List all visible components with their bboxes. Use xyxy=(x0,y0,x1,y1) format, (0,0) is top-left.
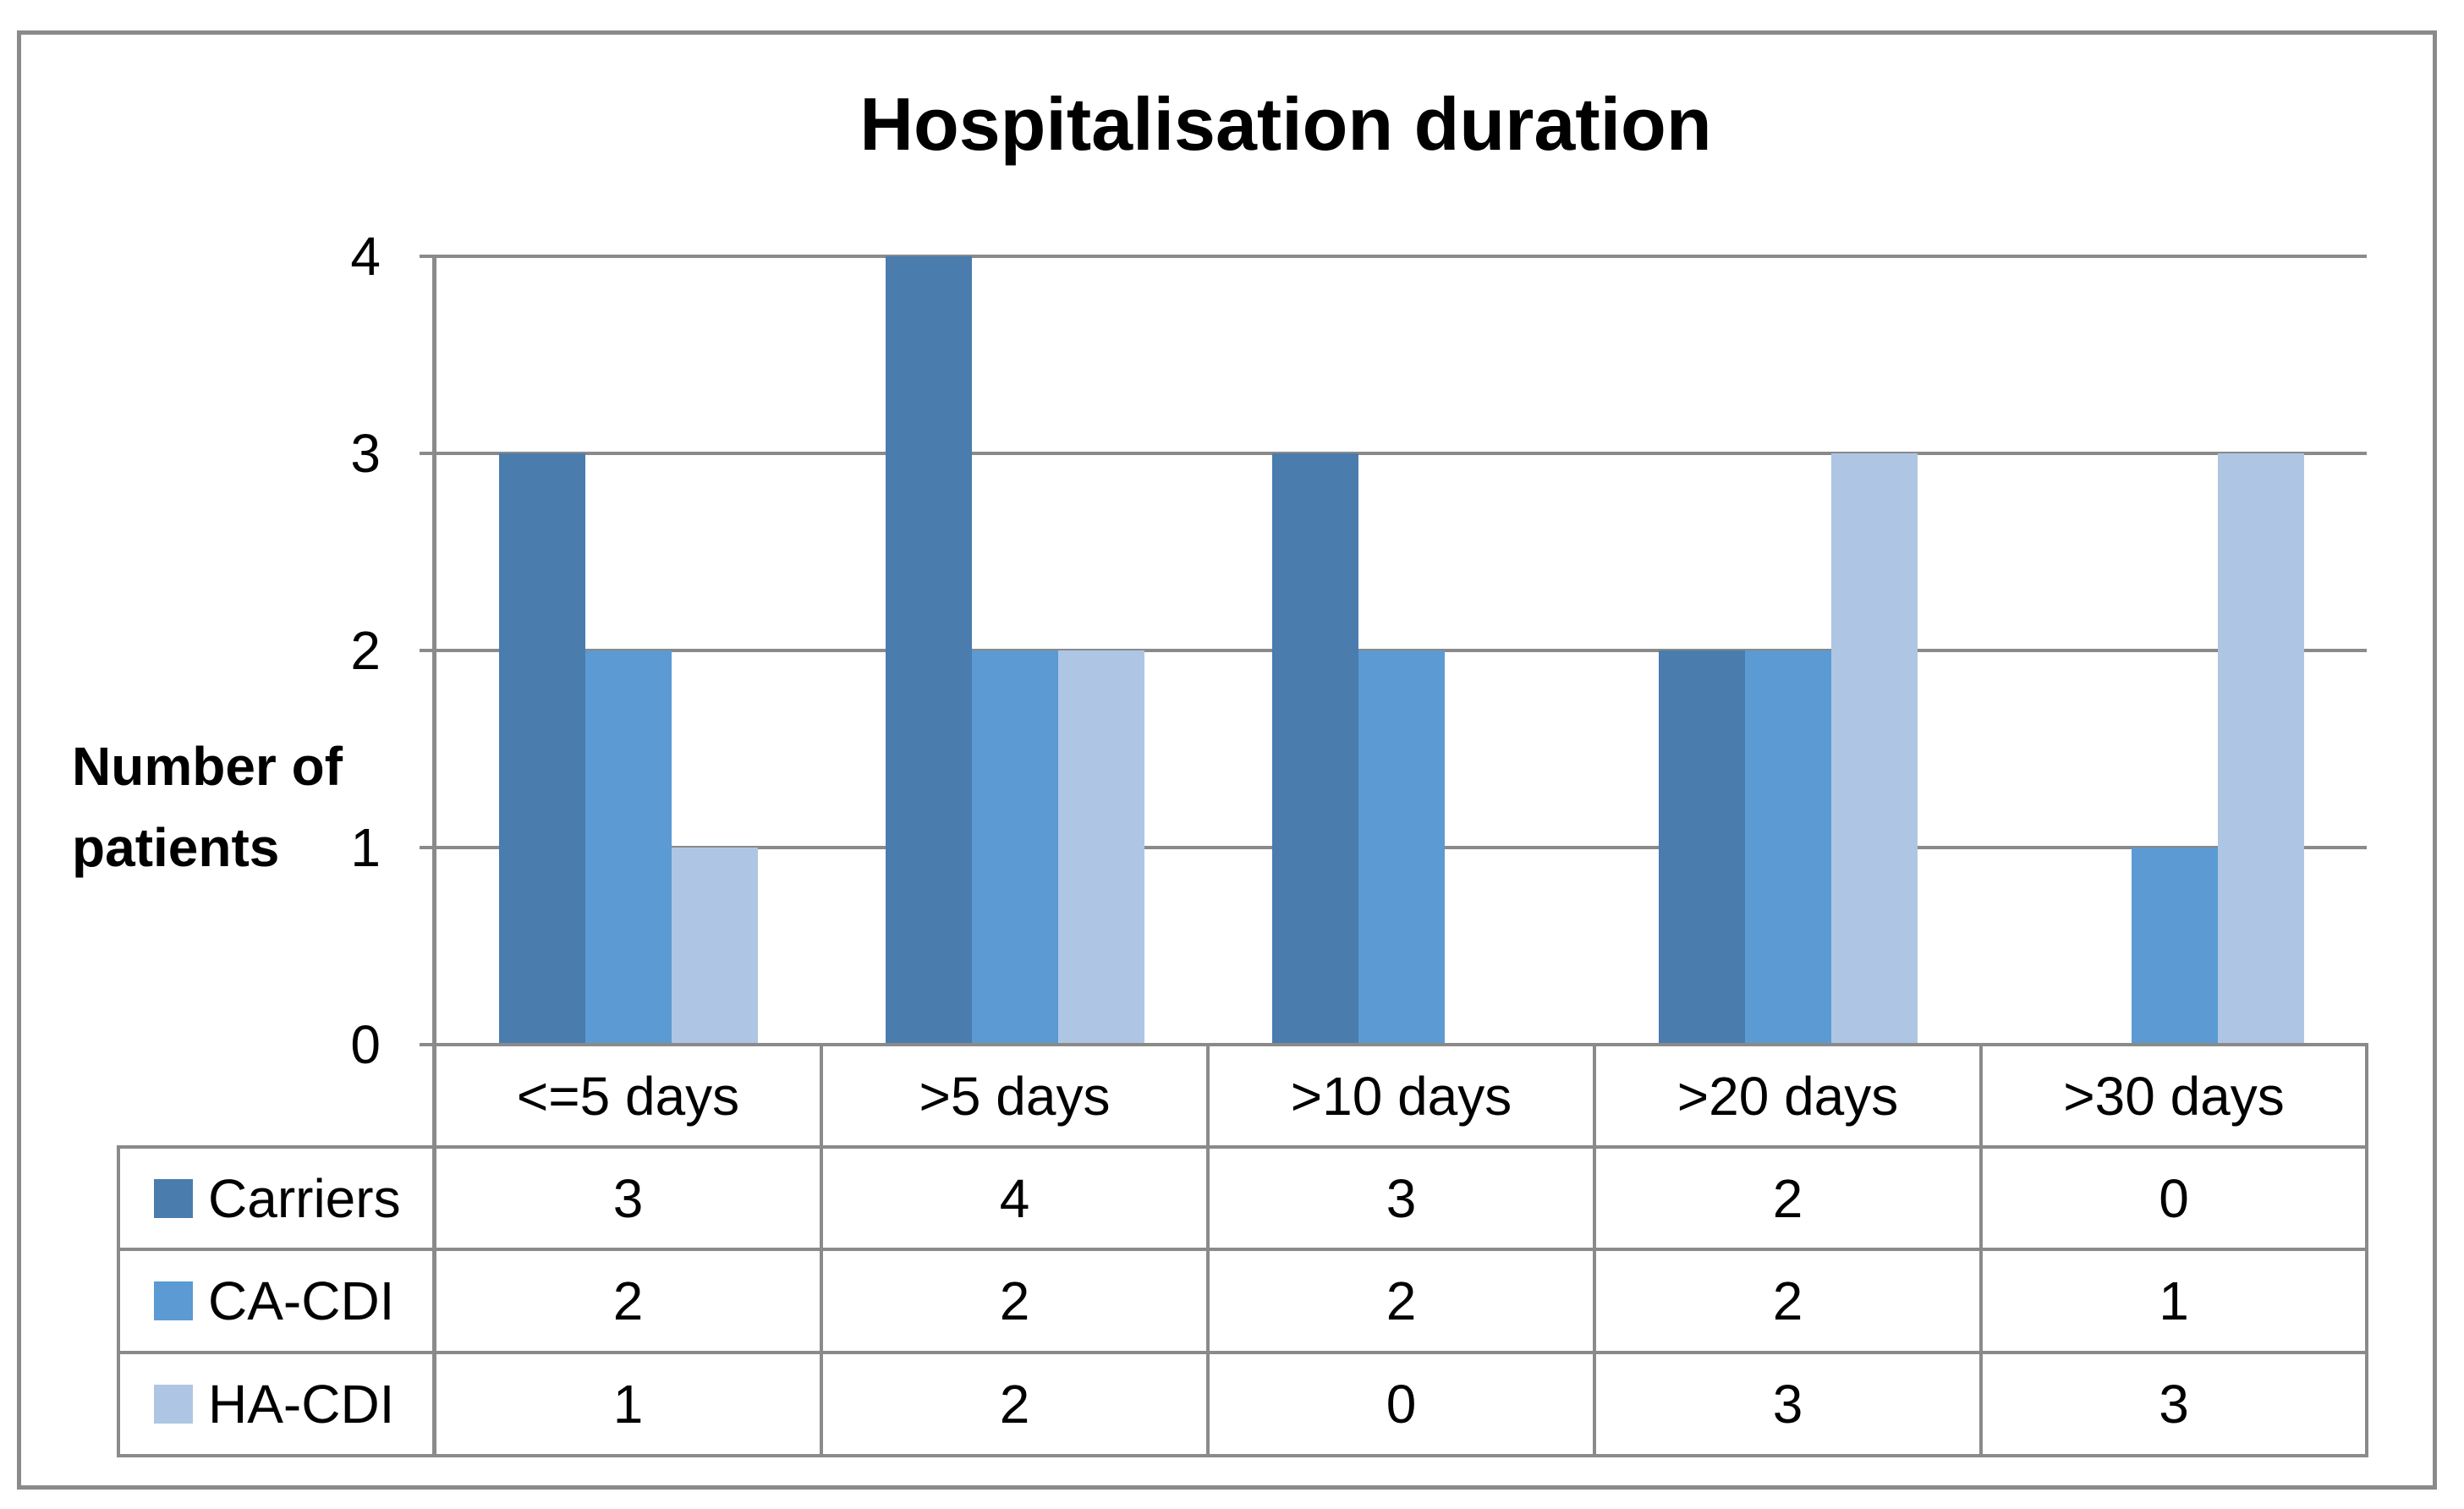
table-column-border-5 xyxy=(2365,1043,2368,1457)
bar-Carriers->10 days xyxy=(1272,453,1358,1045)
y-tick-label-1: 1 xyxy=(350,817,381,878)
table-value-Carriers->5 days: 4 xyxy=(999,1167,1030,1229)
bar-CA-CDI->5 days xyxy=(972,650,1058,1045)
table-column-border-1 xyxy=(820,1043,823,1457)
table-row-border-4 xyxy=(118,1454,2367,1457)
bar-CA-CDI->20 days xyxy=(1745,650,1831,1045)
chart-title: Hospitalisation duration xyxy=(859,82,1712,166)
bar-CA-CDI->30 days xyxy=(2132,848,2218,1045)
bar-CA-CDI-<=5 days xyxy=(585,650,672,1045)
table-value-HA-CDI->5 days: 2 xyxy=(999,1374,1030,1435)
bar-HA-CDI->20 days xyxy=(1831,453,1918,1045)
y-axis-tickmark-1 xyxy=(420,846,435,849)
y-tick-label-3: 3 xyxy=(350,423,381,484)
table-value-CA-CDI->30 days: 1 xyxy=(2159,1270,2189,1331)
bar-Carriers->20 days xyxy=(1659,650,1745,1045)
table-row-border-3 xyxy=(118,1351,2367,1354)
legend-item-CA-CDI: CA-CDI xyxy=(154,1251,431,1351)
legend-label-HA-CDI: HA-CDI xyxy=(208,1374,395,1435)
y-axis-tickmark-0 xyxy=(420,1043,435,1046)
figure-border xyxy=(17,30,2437,1490)
table-value-Carriers->20 days: 2 xyxy=(1772,1167,1803,1229)
bar-CA-CDI->10 days xyxy=(1358,650,1445,1045)
y-axis-tickmark-4 xyxy=(420,255,435,258)
table-column-border-3 xyxy=(1593,1043,1596,1457)
table-value-HA-CDI->20 days: 3 xyxy=(1772,1374,1803,1435)
table-value-CA-CDI->5 days: 2 xyxy=(999,1270,1030,1331)
table-value-HA-CDI->10 days: 0 xyxy=(1386,1374,1417,1435)
category-header->10 days: >10 days xyxy=(1290,1065,1512,1127)
table-value-CA-CDI->20 days: 2 xyxy=(1772,1270,1803,1331)
legend-item-HA-CDI: HA-CDI xyxy=(154,1354,431,1454)
bar-Carriers->5 days xyxy=(886,256,972,1045)
legend-item-Carriers: Carriers xyxy=(154,1149,431,1248)
y-axis-line xyxy=(432,255,436,1457)
y-axis-tickmark-3 xyxy=(420,452,435,455)
bar-HA-CDI->30 days xyxy=(2218,453,2304,1045)
table-value-HA-CDI-<=5 days: 1 xyxy=(612,1374,644,1435)
legend-swatch-Carriers xyxy=(154,1178,193,1218)
y-axis-tickmark-2 xyxy=(420,649,435,652)
table-value-CA-CDI-<=5 days: 2 xyxy=(612,1270,644,1331)
legend-label-CA-CDI: CA-CDI xyxy=(208,1270,395,1331)
legend-swatch-HA-CDI xyxy=(154,1385,193,1424)
table-value-CA-CDI->10 days: 2 xyxy=(1386,1270,1417,1331)
table-value-Carriers->30 days: 0 xyxy=(2159,1167,2189,1229)
legend-column-left-border xyxy=(117,1145,120,1457)
table-border-top xyxy=(435,1043,2367,1046)
y-axis-label: Number of patients xyxy=(72,736,343,878)
legend-swatch-CA-CDI xyxy=(154,1281,193,1320)
bar-Carriers-<=5 days xyxy=(499,453,585,1045)
table-value-Carriers->10 days: 3 xyxy=(1386,1167,1417,1229)
y-tick-label-2: 2 xyxy=(350,620,381,681)
category-header->5 days: >5 days xyxy=(919,1065,1111,1127)
bar-HA-CDI->5 days xyxy=(1058,650,1144,1045)
category-header->20 days: >20 days xyxy=(1677,1065,1899,1127)
category-header->30 days: >30 days xyxy=(2063,1065,2285,1127)
table-value-Carriers-<=5 days: 3 xyxy=(612,1167,644,1229)
table-column-border-4 xyxy=(1979,1043,1983,1457)
gridline-y3 xyxy=(435,452,2367,455)
table-value-HA-CDI->30 days: 3 xyxy=(2159,1374,2189,1435)
category-header-<=5 days: <=5 days xyxy=(516,1065,740,1127)
table-column-border-2 xyxy=(1206,1043,1210,1457)
legend-label-Carriers: Carriers xyxy=(208,1167,401,1229)
y-tick-label-4: 4 xyxy=(350,226,381,287)
bar-HA-CDI-<=5 days xyxy=(672,848,758,1045)
y-tick-label-0: 0 xyxy=(350,1014,381,1075)
table-row-border-1 xyxy=(118,1145,2367,1149)
gridline-y4 xyxy=(435,255,2367,258)
table-row-border-2 xyxy=(118,1248,2367,1251)
